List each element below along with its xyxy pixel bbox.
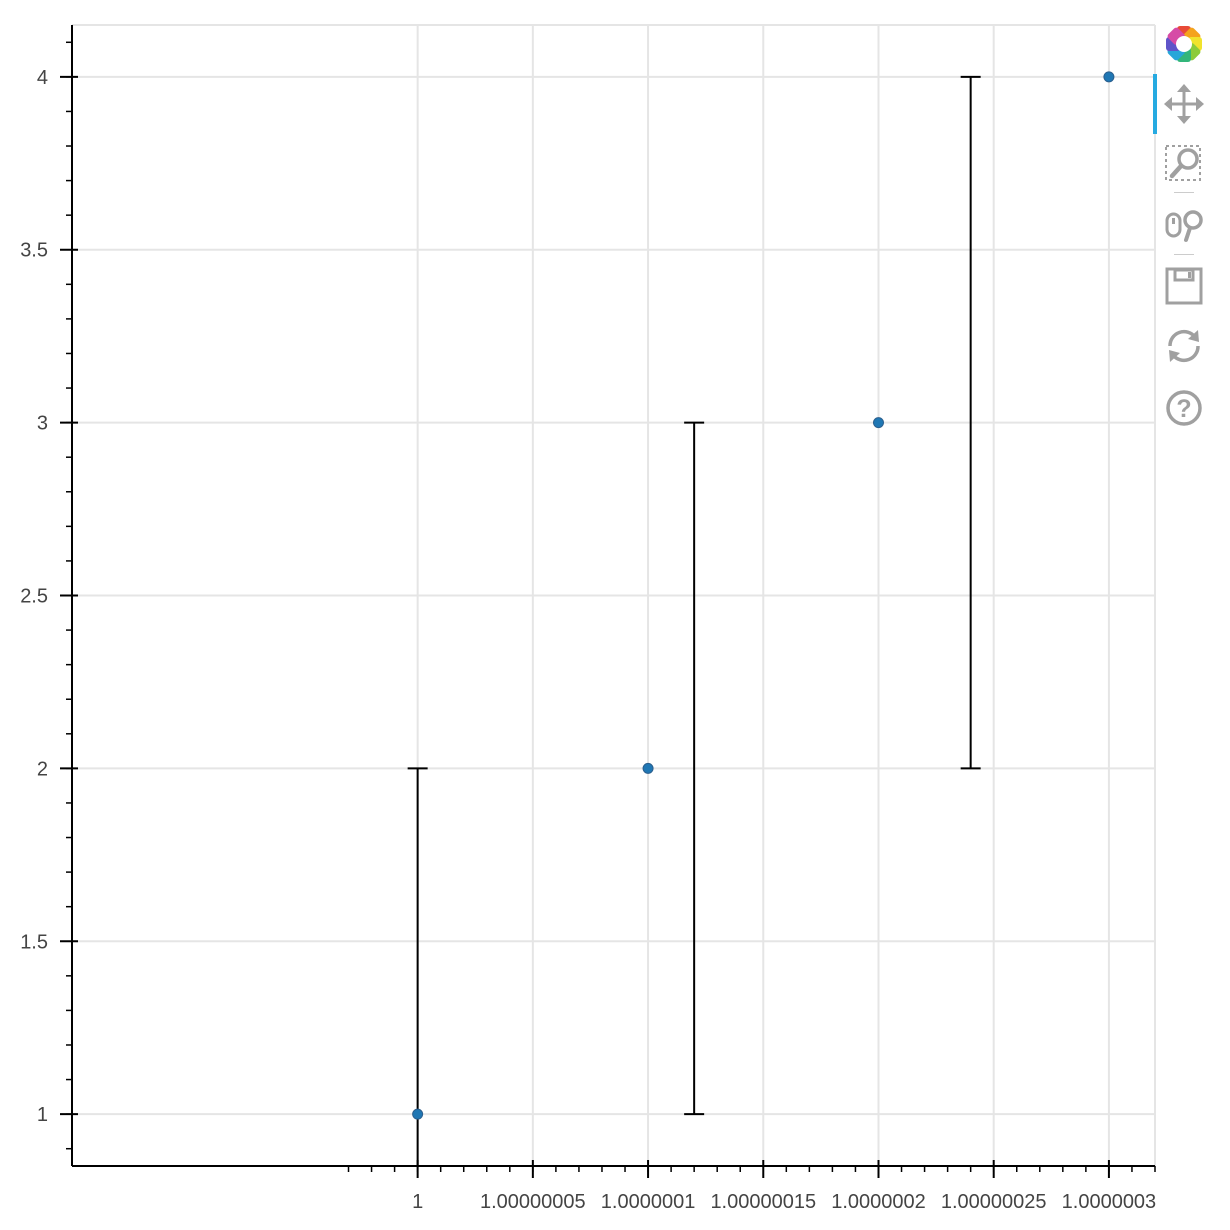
x-tick-label: 1.0000003 [1062, 1191, 1157, 1213]
y-tick-label: 1.5 [20, 931, 48, 953]
y-tick-label: 1 [37, 1104, 48, 1126]
svg-text:?: ? [1176, 395, 1191, 423]
x-tick-label: 1.0000002 [831, 1191, 926, 1213]
grid-lines [72, 25, 1155, 1166]
y-tick-label: 3.5 [20, 240, 48, 262]
data-point [412, 1108, 424, 1120]
toolbar: ? [1153, 18, 1218, 438]
y-tick-label: 2 [37, 758, 48, 780]
error-bars [407, 75, 981, 1166]
x-tick-label: 1 [412, 1191, 423, 1213]
data-point [1103, 71, 1115, 83]
x-tick-label: 1.0000001 [601, 1191, 696, 1213]
wheel-zoom-icon[interactable] [1162, 202, 1206, 246]
y-tick-label: 3 [37, 413, 48, 435]
x-tick-label: 1.00000025 [941, 1191, 1047, 1213]
data-points [412, 71, 1115, 1120]
y-tick-label: 4 [37, 67, 48, 89]
toolbar-separator [1174, 254, 1194, 255]
y-tick-label: 2.5 [20, 586, 48, 608]
box-zoom-icon[interactable] [1162, 142, 1206, 186]
help-icon[interactable]: ? [1162, 386, 1206, 430]
axes: 1 1.00000005 1.0000001 1.00000015 1.0000002 1… [20, 25, 1156, 1213]
x-tick-label: 1.00000015 [710, 1191, 816, 1213]
x-tick-label: 1.00000005 [480, 1191, 586, 1213]
active-tool-indicator [1153, 74, 1157, 134]
data-point [642, 762, 654, 774]
bokeh-logo-icon[interactable] [1162, 22, 1206, 66]
save-icon[interactable] [1162, 264, 1206, 308]
plot-frame [72, 24, 1156, 1166]
data-point [872, 417, 884, 429]
reset-icon[interactable] [1162, 324, 1206, 368]
pan-icon[interactable] [1162, 82, 1206, 126]
chart-plot[interactable]: 1 1.00000005 1.0000001 1.00000015 1.0000002 1… [0, 0, 1158, 1230]
toolbar-separator [1174, 192, 1194, 193]
